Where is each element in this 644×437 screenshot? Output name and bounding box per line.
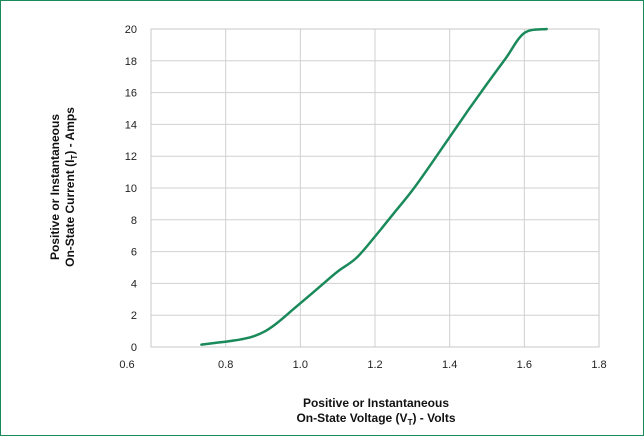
y-axis-title: Positive or Instantaneous On-State Curre… [48, 107, 79, 267]
y-tick-label: 12 [125, 151, 137, 163]
x-tick-label: 1.8 [591, 359, 606, 371]
x-axis-title-prefix: On-State Voltage (V [296, 411, 407, 425]
y-tick-label: 0 [131, 342, 137, 354]
x-tick-label: 0.6 [119, 359, 134, 371]
y-tick-label: 16 [125, 88, 137, 100]
y-tick-label: 4 [131, 278, 137, 290]
x-axis-title-line2: On-State Voltage (VT) - Volts [296, 411, 455, 427]
y-axis-title-prefix: On-State Current (I [63, 160, 77, 267]
series-line [200, 27, 548, 346]
x-tick-label: 0.8 [218, 359, 233, 371]
y-tick-label: 8 [131, 215, 137, 227]
series-group [200, 27, 548, 346]
y-tick-label: 6 [131, 247, 137, 259]
y-tick-label: 2 [131, 310, 137, 322]
y-tick-labels: 0 2 4 6 8 10 12 14 16 18 20 [125, 24, 137, 354]
plot-border-rect [150, 28, 600, 348]
x-axis-title-subscript: T [408, 418, 413, 427]
x-tick-label: 1.2 [367, 359, 382, 371]
y-tick-label: 10 [125, 183, 137, 195]
x-tick-label: 1.4 [442, 359, 457, 371]
y-axis-title-line1: Positive or Instantaneous [48, 114, 62, 260]
y-tick-label: 18 [125, 56, 137, 68]
x-tick-label: 1.6 [517, 359, 532, 371]
x-axis-title-suffix: ) - Volts [412, 411, 455, 425]
y-axis-title-line2: On-State Current (IT) - Amps [63, 107, 79, 267]
x-tick-labels: 0.6 0.8 1.0 1.2 1.4 1.6 1.8 [119, 359, 606, 371]
y-tick-label: 14 [125, 119, 137, 131]
x-axis-title-line1: Positive or Instantaneous [303, 396, 449, 410]
plot-area-border [150, 28, 600, 348]
y-axis-title-subscript: T [70, 155, 79, 160]
x-tick-label: 1.0 [293, 359, 308, 371]
y-tick-label: 20 [125, 24, 137, 36]
y-axis-title-suffix: ) - Amps [63, 107, 77, 155]
grid-lines [150, 28, 600, 348]
